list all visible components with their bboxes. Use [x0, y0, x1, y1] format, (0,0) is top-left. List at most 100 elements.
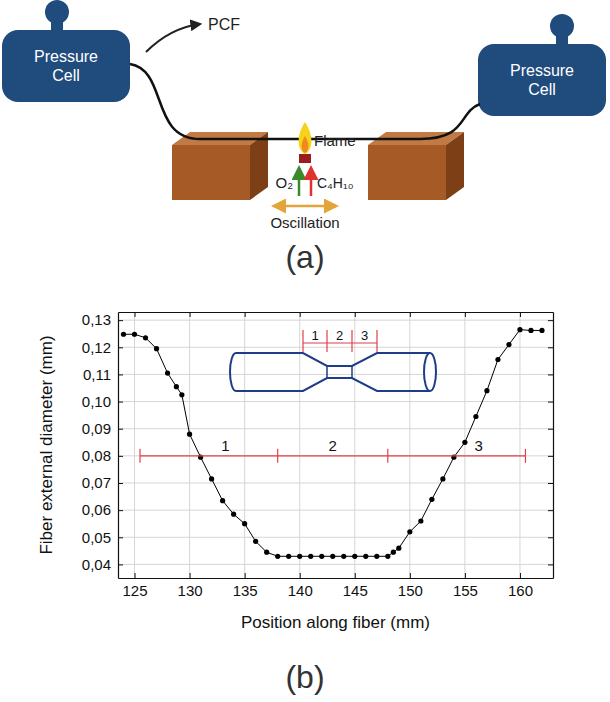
grid-line: [118, 320, 553, 321]
grid-line: [118, 537, 553, 538]
grid-line: [118, 428, 553, 429]
tick-mark: [300, 312, 301, 317]
gas-label: C₄H₁₀: [317, 175, 354, 191]
profile-point: [275, 554, 280, 559]
inset-region-bound: [351, 330, 352, 352]
data-marks: [121, 327, 545, 559]
profile-point: [440, 476, 445, 481]
panel-label: (b): [285, 659, 324, 695]
tick-label: 125: [123, 582, 148, 599]
tick-label: 160: [508, 582, 533, 599]
oxygen-arrow: [298, 168, 301, 196]
tick: 135: [233, 573, 258, 599]
profile-point: [352, 554, 357, 559]
profile-point: [165, 370, 170, 375]
tick-label: 135: [233, 582, 258, 599]
tick-mark: [135, 573, 136, 578]
grid-line: [299, 312, 300, 578]
tick-mark: [118, 456, 123, 457]
flame: [299, 122, 312, 163]
figure: PressureCellPressureCellPCFFlameO₂C₄H₁₀O…: [0, 0, 610, 702]
axis-line: [119, 312, 554, 313]
fiber-label: PCF: [208, 16, 240, 33]
tick: [548, 402, 553, 403]
profile-point: [495, 357, 500, 362]
pressure-cell: PressureCell: [478, 14, 606, 116]
profile-point: [297, 554, 302, 559]
tick: 0,09: [82, 420, 123, 437]
profile-point: [517, 327, 522, 332]
tick-mark: [190, 573, 191, 578]
taper-inset: 123: [230, 328, 436, 391]
tick-mark: [548, 564, 553, 565]
stage-side: [446, 132, 464, 200]
inset-region-bound: [302, 330, 303, 352]
tick: 0,13: [82, 311, 123, 328]
stage-side: [250, 132, 268, 200]
cell-knob: [45, 0, 69, 24]
stage-front: [172, 145, 250, 200]
tick-label: 0,07: [82, 474, 111, 491]
tick-label: 0,06: [82, 501, 111, 518]
tick-mark: [118, 347, 123, 348]
tick-mark: [520, 573, 521, 578]
tick: 0,04: [82, 556, 123, 573]
profile-point: [253, 539, 258, 544]
tick: 140: [288, 573, 313, 599]
profile-line: [124, 330, 542, 557]
tick: 155: [453, 573, 478, 599]
tick-label: 0,08: [82, 447, 111, 464]
tick-mark: [548, 347, 553, 348]
profile-point: [174, 384, 179, 389]
tick: [355, 312, 356, 317]
tick: [548, 320, 553, 321]
grid-line: [118, 483, 553, 484]
tick: 0,11: [83, 366, 123, 383]
x-axis-top: [119, 312, 554, 317]
tick: [410, 312, 411, 317]
tick: [548, 564, 553, 565]
grid-line: [118, 510, 553, 511]
segment-bound: [387, 449, 388, 463]
profile-point: [385, 554, 390, 559]
tick: 145: [343, 573, 368, 599]
tick-mark: [355, 573, 356, 578]
grid-line: [244, 312, 245, 578]
grid-line: [118, 374, 553, 375]
torch-nozzle: [299, 154, 311, 163]
tick-label: 0,11: [83, 366, 111, 383]
inset-right-end: [424, 353, 436, 391]
stage-front: [368, 145, 446, 200]
segment-bound: [139, 449, 140, 463]
tick-label: 130: [178, 582, 203, 599]
cell-label-line: Cell: [528, 81, 556, 98]
tick-mark: [118, 510, 123, 511]
profile-point: [418, 518, 423, 523]
flame-outer: [299, 122, 312, 154]
tick-mark: [245, 312, 246, 317]
tick: 160: [508, 573, 533, 599]
y-axis: 0,040,050,060,070,080,090,100,110,120,13: [82, 311, 123, 578]
grid-line: [118, 347, 553, 348]
axis-line: [553, 313, 554, 579]
tick: [548, 483, 553, 484]
grid-line: [189, 312, 190, 578]
profile-point: [462, 440, 467, 445]
tick-mark: [135, 312, 136, 317]
profile-point: [242, 521, 247, 526]
tick: [135, 312, 136, 317]
cell-knob: [550, 14, 574, 38]
tick: 125: [123, 573, 148, 599]
oscillation-label: Oscillation: [270, 214, 339, 231]
profile-point: [319, 554, 324, 559]
tick-mark: [118, 429, 123, 430]
tick-mark: [300, 573, 301, 578]
tick: 0,05: [82, 529, 123, 546]
profile-point: [132, 332, 137, 337]
tick-mark: [118, 483, 123, 484]
tick-mark: [548, 537, 553, 538]
axis-line: [118, 313, 119, 579]
x-axis: 125130135140145150155160: [119, 573, 554, 599]
profile-point: [391, 550, 396, 555]
tick: 0,08: [82, 447, 123, 464]
